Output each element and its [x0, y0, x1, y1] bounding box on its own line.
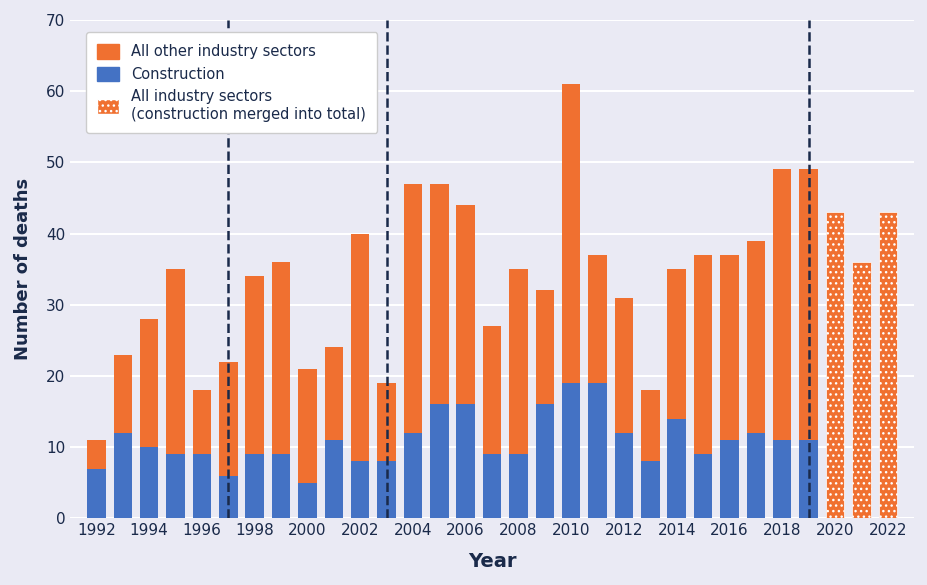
Bar [193, 390, 211, 455]
Bar [272, 455, 290, 518]
Bar [272, 262, 290, 455]
Bar [324, 440, 343, 518]
Bar [429, 404, 448, 518]
Bar [535, 291, 553, 404]
Bar [219, 476, 237, 518]
Bar [219, 362, 237, 476]
Bar [87, 440, 106, 469]
Bar [113, 433, 132, 518]
Bar [403, 433, 422, 518]
Bar [798, 170, 817, 440]
Bar [641, 462, 659, 518]
Bar [798, 440, 817, 518]
Bar [588, 255, 606, 383]
Bar [377, 383, 395, 462]
Bar [878, 212, 896, 518]
Bar [719, 255, 738, 440]
Bar [588, 383, 606, 518]
Bar [482, 455, 501, 518]
Bar [166, 269, 184, 455]
Bar [614, 433, 632, 518]
Bar [324, 347, 343, 440]
Bar [377, 462, 395, 518]
Bar [509, 269, 527, 455]
Bar [245, 455, 263, 518]
Bar [509, 455, 527, 518]
Y-axis label: Number of deaths: Number of deaths [14, 178, 32, 360]
Bar [825, 212, 844, 518]
Bar [298, 369, 316, 483]
Bar [614, 298, 632, 433]
Bar [641, 390, 659, 462]
Bar [693, 255, 712, 455]
Bar [772, 440, 791, 518]
Bar [772, 170, 791, 440]
Bar [562, 383, 579, 518]
Bar [667, 269, 685, 419]
Bar [667, 419, 685, 518]
Bar [562, 84, 579, 383]
Bar [482, 326, 501, 455]
Bar [245, 276, 263, 455]
Bar [456, 205, 475, 404]
Bar [535, 404, 553, 518]
Bar [403, 184, 422, 433]
Bar [87, 469, 106, 518]
Bar [693, 455, 712, 518]
Bar [719, 440, 738, 518]
Bar [113, 355, 132, 433]
Bar [350, 233, 369, 462]
Bar [166, 455, 184, 518]
X-axis label: Year: Year [467, 552, 515, 571]
Bar [429, 184, 448, 404]
Legend: All other industry sectors, Construction, All industry sectors
(construction mer: All other industry sectors, Construction… [85, 32, 377, 133]
Bar [193, 455, 211, 518]
Bar [140, 319, 159, 447]
Bar [746, 240, 764, 433]
Bar [456, 404, 475, 518]
Bar [140, 447, 159, 518]
Bar [746, 433, 764, 518]
Bar [851, 262, 870, 518]
Bar [298, 483, 316, 518]
Bar [350, 462, 369, 518]
